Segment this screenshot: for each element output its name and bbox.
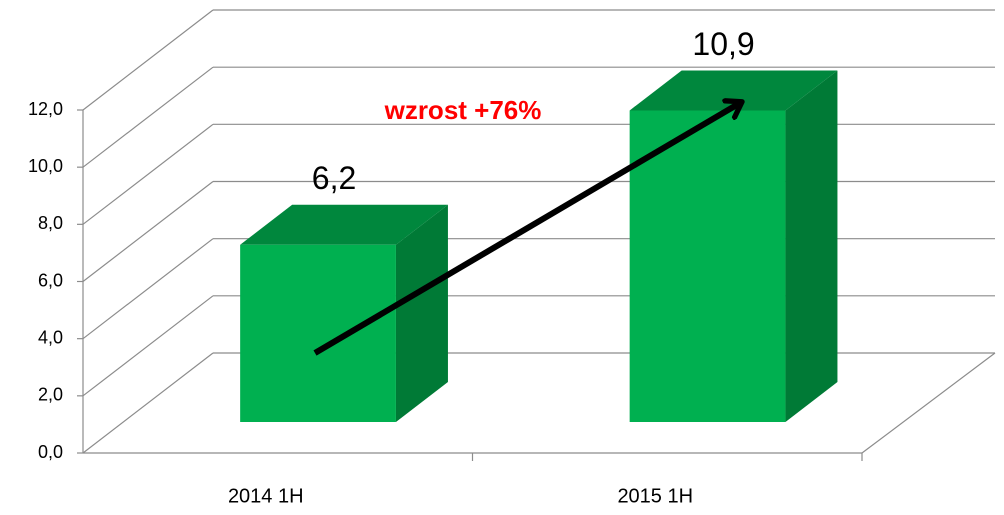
grid-line [82, 181, 214, 282]
grid-line [82, 238, 214, 340]
grid: 0,0 2,0 4,0 6,0 8,0 10,0 12,0 2014 1H 2015 1H [28, 9, 996, 507]
bar [240, 244, 396, 422]
grid-line [82, 295, 214, 397]
bar-side [395, 204, 448, 422]
grid-line [82, 352, 214, 454]
y-tick-label: 0,0 [38, 442, 63, 462]
y-tick-label: 6,0 [38, 270, 63, 290]
y-tick-label: 12,0 [28, 99, 63, 119]
trend-arrow [313, 103, 740, 356]
bar-top [629, 70, 838, 111]
grid-line [82, 9, 214, 111]
bar [629, 110, 786, 423]
bars: 6,2 10,9 [240, 26, 838, 423]
bar-top [240, 204, 448, 245]
grid-line [82, 123, 214, 225]
value-label: 10,9 [692, 26, 754, 62]
y-tick-label: 4,0 [38, 327, 63, 347]
y-tick-label: 8,0 [38, 213, 63, 233]
x-tick-label: 2015 1H [617, 485, 693, 507]
y-tick-label: 2,0 [38, 385, 63, 405]
y-tick-label: 10,0 [28, 156, 63, 176]
grid-line [82, 66, 214, 168]
annotation: wzrost +76% [384, 95, 542, 125]
value-label: 6,2 [312, 160, 356, 196]
bar-side [785, 70, 838, 423]
floor-edge [861, 352, 996, 454]
x-tick-label: 2014 1H [228, 485, 304, 507]
